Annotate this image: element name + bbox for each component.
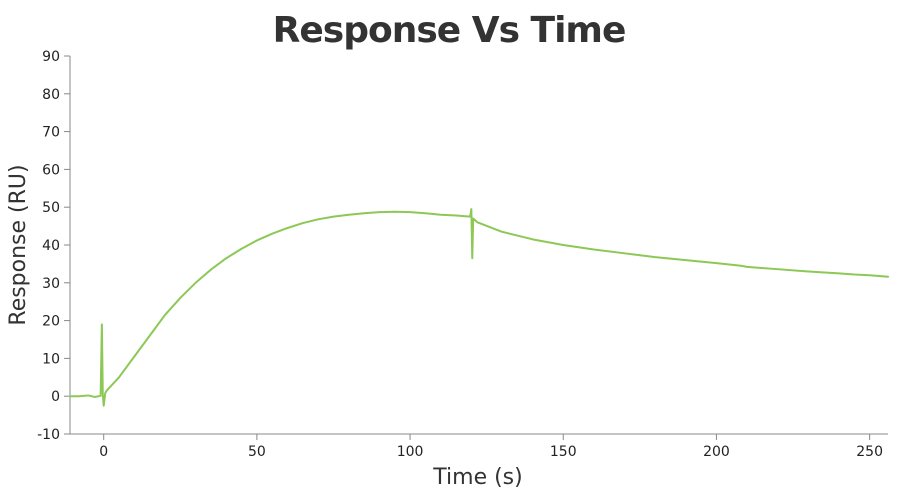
x-axis-label: Time (s) bbox=[432, 465, 522, 490]
x-tick-label: 250 bbox=[856, 444, 883, 460]
y-axis: -10 0 10 20 30 40 50 60 70 80 90 bbox=[37, 49, 71, 443]
y-tick-label: 50 bbox=[42, 200, 60, 216]
y-tick-label: 60 bbox=[42, 162, 60, 178]
y-tick-label: 90 bbox=[42, 49, 60, 65]
plot-area bbox=[69, 208, 889, 407]
x-tick-label: 50 bbox=[248, 444, 266, 460]
x-tick-label: 150 bbox=[550, 444, 577, 460]
series-line-0 bbox=[69, 208, 889, 407]
y-tick-label: 0 bbox=[51, 389, 60, 405]
x-axis: 0 50 100 150 200 250 bbox=[70, 433, 888, 460]
y-tick-label: 40 bbox=[42, 238, 60, 254]
x-tick-label: 200 bbox=[703, 444, 730, 460]
x-tick-label: 100 bbox=[397, 444, 424, 460]
y-tick-label: 10 bbox=[42, 351, 60, 367]
y-tick-label: 80 bbox=[42, 87, 60, 103]
y-tick-label: 70 bbox=[42, 125, 60, 141]
y-tick-label: -10 bbox=[37, 427, 60, 443]
x-tick-label: 0 bbox=[99, 444, 108, 460]
y-axis-label: Response (RU) bbox=[6, 164, 31, 325]
y-tick-label: 20 bbox=[42, 314, 60, 330]
chart-title: Response Vs Time bbox=[273, 10, 626, 51]
y-tick-label: 30 bbox=[42, 276, 60, 292]
